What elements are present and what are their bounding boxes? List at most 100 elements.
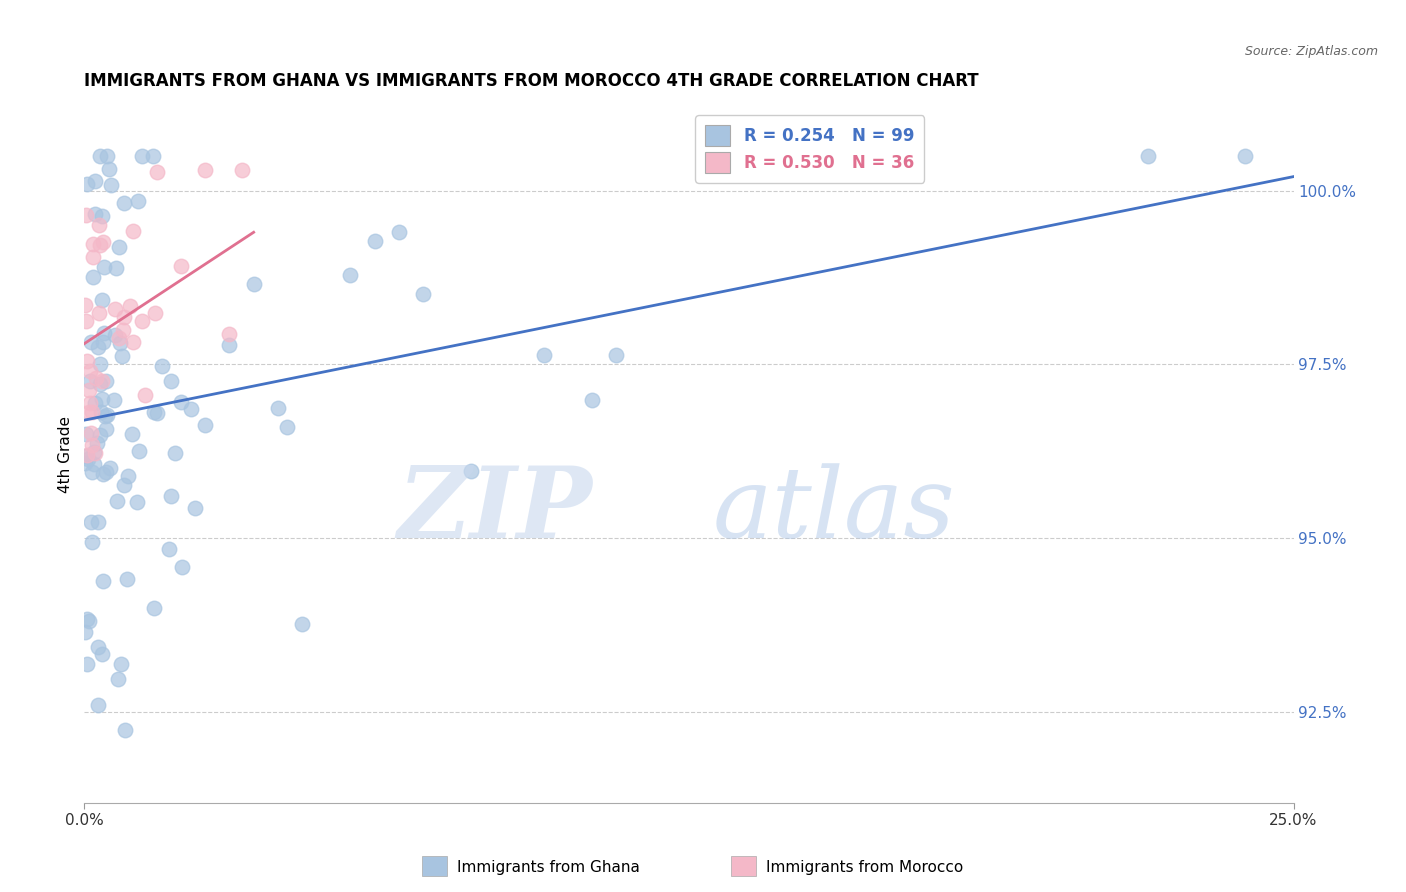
Point <box>121 224 143 238</box>
Point <box>75 456 97 470</box>
Point <box>84 446 107 460</box>
Point <box>1137 149 1160 163</box>
Point <box>89 428 111 442</box>
Point <box>122 335 145 350</box>
Point <box>82 237 104 252</box>
Point <box>194 162 217 177</box>
Point <box>160 374 183 388</box>
Point <box>146 406 169 420</box>
Point <box>150 359 173 374</box>
Point <box>799 149 821 163</box>
Point <box>75 208 97 222</box>
Point <box>127 194 149 208</box>
Point <box>93 409 115 424</box>
Point <box>218 337 240 351</box>
Point <box>91 235 114 250</box>
Point <box>388 226 411 240</box>
Point <box>581 393 603 408</box>
Text: IMMIGRANTS FROM GHANA VS IMMIGRANTS FROM MOROCCO 4TH GRADE CORRELATION CHART: IMMIGRANTS FROM GHANA VS IMMIGRANTS FROM… <box>84 72 979 90</box>
Point <box>112 323 135 337</box>
Point <box>80 515 103 529</box>
Point <box>104 327 127 342</box>
Point <box>93 326 115 340</box>
Point <box>84 207 107 221</box>
Point <box>75 426 97 441</box>
Point <box>94 465 117 479</box>
Point <box>83 457 105 471</box>
Y-axis label: 4th Grade: 4th Grade <box>58 417 73 493</box>
Point <box>89 357 111 371</box>
Point <box>87 515 110 529</box>
Point <box>605 348 627 362</box>
Point <box>218 326 240 341</box>
Point <box>121 427 143 442</box>
Point <box>91 334 114 349</box>
Point <box>112 196 135 211</box>
Point <box>184 500 207 515</box>
Point <box>131 314 153 328</box>
Point <box>160 489 183 503</box>
Point <box>82 269 104 284</box>
Text: Immigrants from Morocco: Immigrants from Morocco <box>766 860 963 874</box>
Point <box>112 478 135 492</box>
Point <box>79 375 101 389</box>
Point <box>84 396 107 410</box>
Point <box>90 293 112 307</box>
Point <box>79 395 101 409</box>
Point <box>75 449 97 463</box>
Point <box>89 219 111 233</box>
Point <box>94 422 117 436</box>
Point <box>91 467 114 482</box>
Point <box>90 405 112 419</box>
Point <box>1234 149 1257 163</box>
Point <box>194 418 217 433</box>
Point <box>80 466 103 480</box>
Point <box>91 574 114 588</box>
Point <box>114 723 136 738</box>
Point <box>725 149 748 163</box>
Point <box>170 395 193 409</box>
Point <box>115 572 138 586</box>
Point <box>83 445 105 459</box>
Point <box>76 448 98 462</box>
Point <box>108 240 131 254</box>
Text: ZIP: ZIP <box>398 462 592 558</box>
Point <box>104 302 127 317</box>
Point <box>91 210 114 224</box>
Point <box>112 310 135 325</box>
Point <box>143 601 166 615</box>
Point <box>107 672 129 686</box>
Point <box>77 614 100 628</box>
Point <box>276 420 298 434</box>
Point <box>412 287 434 301</box>
Point <box>84 371 107 385</box>
Point <box>117 469 139 483</box>
Point <box>339 268 361 283</box>
Point <box>118 299 141 313</box>
Point <box>87 640 110 655</box>
Point <box>128 443 150 458</box>
Point <box>76 657 98 671</box>
Point <box>267 401 290 415</box>
Point <box>105 260 128 275</box>
Point <box>89 237 111 252</box>
Point <box>170 559 193 574</box>
Point <box>108 331 131 345</box>
Point <box>90 374 112 388</box>
Point <box>93 260 115 274</box>
Point <box>98 162 121 177</box>
Point <box>80 438 103 452</box>
Point <box>142 149 165 163</box>
Point <box>80 425 103 440</box>
Point <box>75 625 97 640</box>
Point <box>80 334 103 349</box>
Point <box>131 149 153 163</box>
Point <box>96 149 118 163</box>
Point <box>100 178 122 192</box>
Point <box>103 393 125 408</box>
Point <box>157 542 180 557</box>
Point <box>89 376 111 391</box>
Point <box>82 404 104 418</box>
Point <box>76 354 98 368</box>
Text: atlas: atlas <box>713 463 956 558</box>
